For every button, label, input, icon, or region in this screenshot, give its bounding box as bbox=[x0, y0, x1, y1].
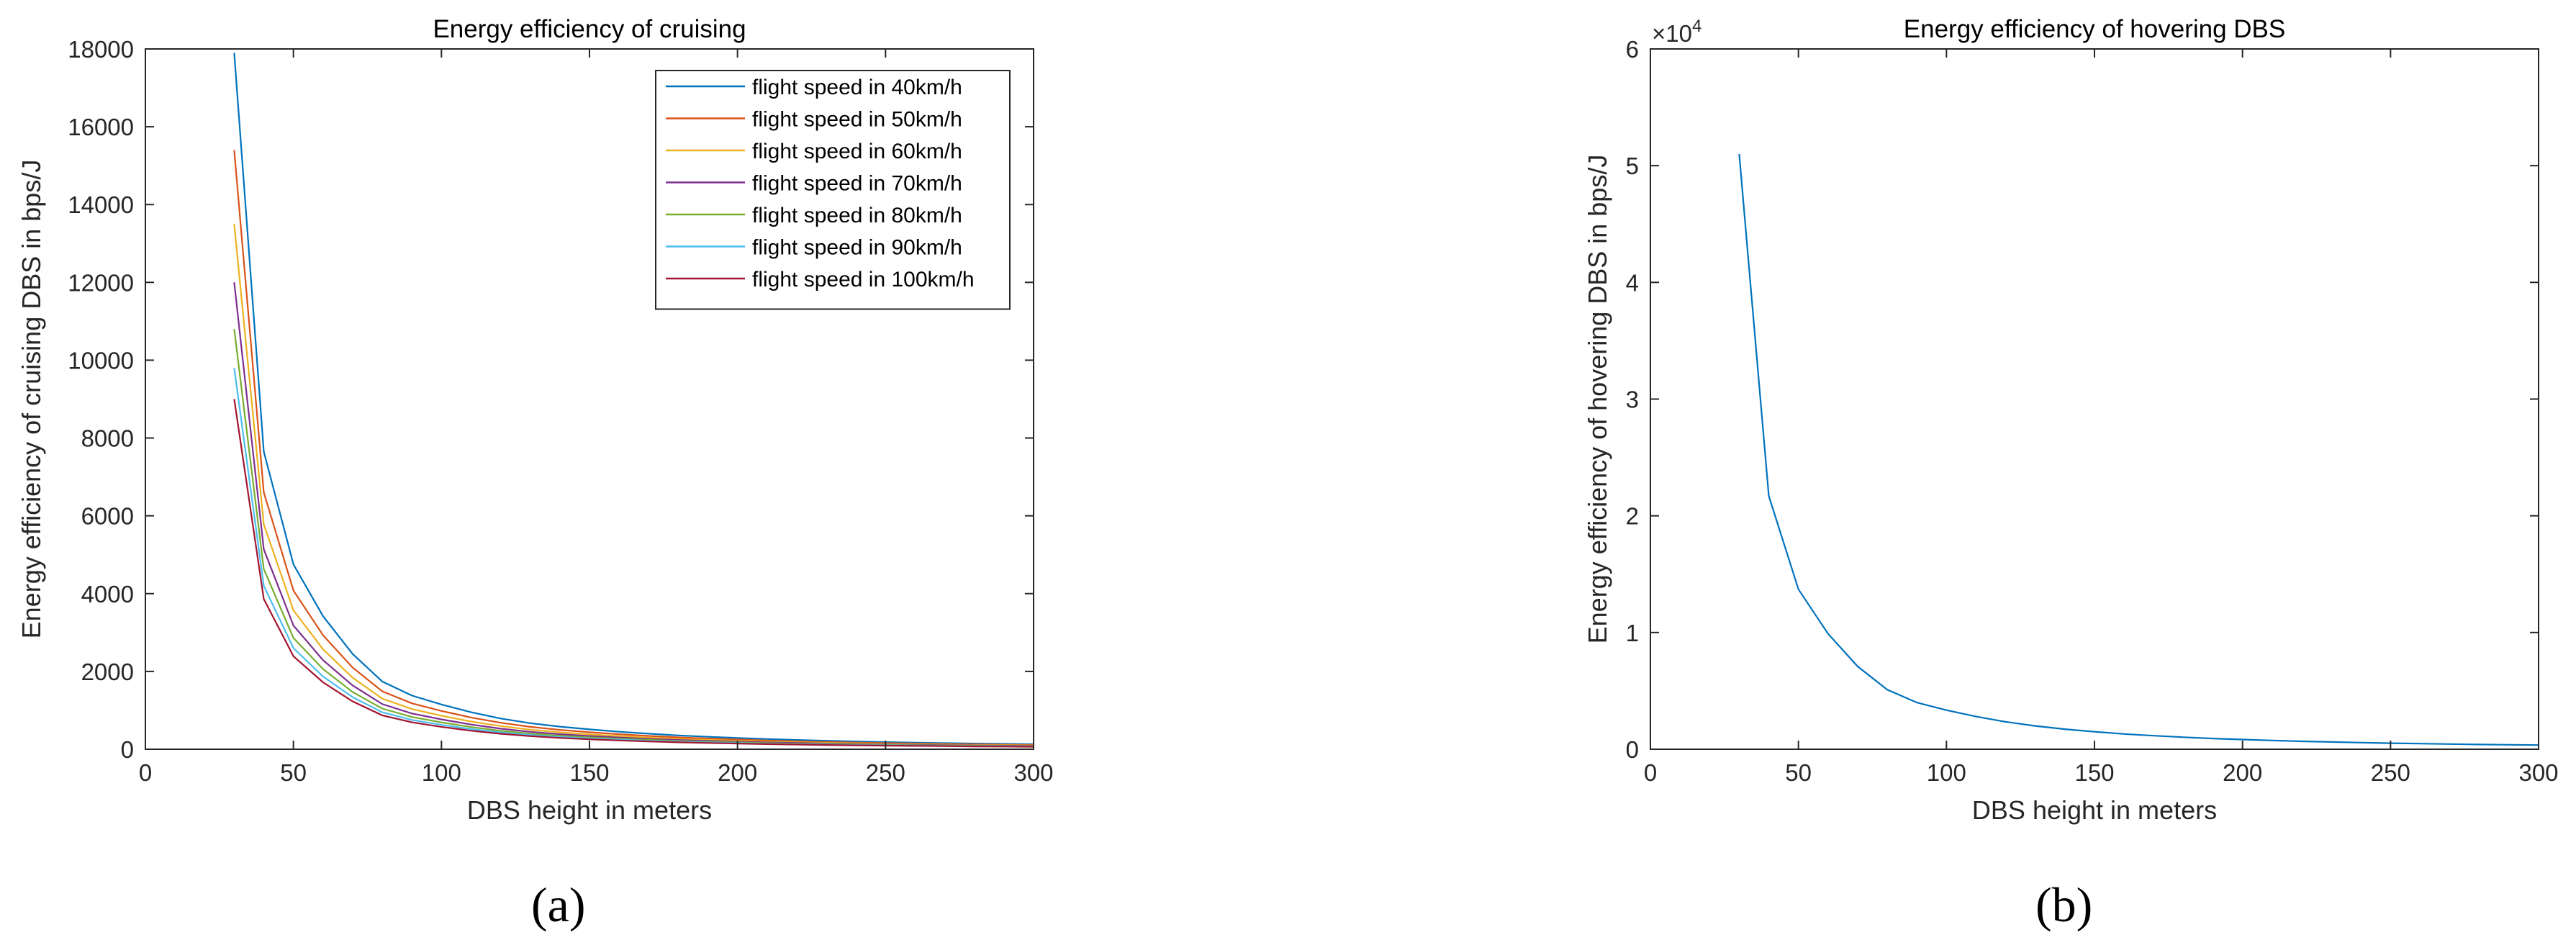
plot-area bbox=[1650, 48, 2539, 750]
legend-entry-6: flight speed in 90km/h bbox=[752, 236, 962, 260]
chart-title: Energy efficiency of hovering DBS bbox=[1904, 15, 2285, 43]
x-tick-label: 300 bbox=[1013, 759, 1053, 786]
x-tick-label: 200 bbox=[718, 759, 757, 786]
y-tick-label: 18000 bbox=[68, 36, 134, 63]
y-tick-label: 5 bbox=[1626, 153, 1639, 179]
y-axis-label: Energy efficiency of hovering DBS in bps… bbox=[1583, 155, 1612, 644]
y-tick-label: 6000 bbox=[81, 503, 134, 530]
x-tick-label: 0 bbox=[1644, 759, 1657, 786]
y-tick-label: 0 bbox=[1626, 736, 1639, 763]
y-tick-label: 2 bbox=[1626, 503, 1639, 530]
chart-hovering: 0 50 100 150 200 250 300 0 1 2 3 4 5 6 ×104 Energy effi… bbox=[1583, 15, 2559, 825]
legend-entry-4: flight speed in 70km/h bbox=[752, 172, 962, 196]
legend-entry-3: flight speed in 60km/h bbox=[752, 140, 962, 163]
chart-cruising: 0 50 100 150 200 250 300 0 2000 4000 6000 8000 10000… bbox=[17, 15, 1054, 825]
y-tick-label: 8000 bbox=[81, 425, 134, 452]
series-line-1 bbox=[233, 53, 1034, 746]
x-axis-label: DBS height in meters bbox=[1972, 795, 2217, 825]
panel-label-a: (a) bbox=[531, 877, 586, 932]
x-tick-label: 150 bbox=[569, 759, 609, 786]
x-tick-label: 200 bbox=[2223, 759, 2262, 786]
x-tick-label: 50 bbox=[280, 759, 307, 786]
y-tick-label: 16000 bbox=[68, 114, 134, 140]
y-tick-label: 3 bbox=[1626, 386, 1639, 413]
legend-entry-2: flight speed in 50km/h bbox=[752, 108, 962, 132]
panel-label-b: (b) bbox=[2035, 877, 2093, 932]
x-tick-label: 150 bbox=[2074, 759, 2114, 786]
y-axis-label: Energy efficiency of cruising DBS in bps… bbox=[17, 160, 46, 639]
x-tick-label: 300 bbox=[2518, 759, 2558, 786]
x-tick-label: 50 bbox=[1785, 759, 1812, 786]
y-tick-label: 0 bbox=[121, 736, 134, 763]
x-tick-label: 250 bbox=[866, 759, 905, 786]
x-axis-label: DBS height in meters bbox=[467, 795, 712, 825]
y-tick-label: 4 bbox=[1626, 269, 1639, 296]
legend: flight speed in 40km/h flight speed in 50… bbox=[655, 70, 1011, 310]
legend-entry-7: flight speed in 100km/h bbox=[752, 268, 975, 291]
x-tick-label: 100 bbox=[1927, 759, 1966, 786]
y-tick-label: 1 bbox=[1626, 620, 1639, 646]
y-tick-label: 6 bbox=[1626, 36, 1639, 63]
legend-entry-5: flight speed in 80km/h bbox=[752, 204, 962, 227]
series-line-1 bbox=[1738, 153, 2539, 746]
x-tick-label: 250 bbox=[2371, 759, 2410, 786]
y-tick-label: 2000 bbox=[81, 659, 134, 685]
chart-title: Energy efficiency of cruising bbox=[433, 15, 746, 43]
x-tick-label: 0 bbox=[139, 759, 152, 786]
x-tick-label: 100 bbox=[422, 759, 461, 786]
series-line-7 bbox=[233, 399, 1034, 748]
legend-entry-1: flight speed in 40km/h bbox=[752, 76, 962, 99]
legend-box bbox=[655, 70, 1011, 310]
y-tick-label: 12000 bbox=[68, 269, 134, 296]
y-tick-label: 4000 bbox=[81, 581, 134, 607]
y-tick-label: 10000 bbox=[68, 347, 134, 374]
y-tick-label: 14000 bbox=[68, 191, 134, 218]
y-exponent-label: ×104 bbox=[1652, 17, 1701, 47]
